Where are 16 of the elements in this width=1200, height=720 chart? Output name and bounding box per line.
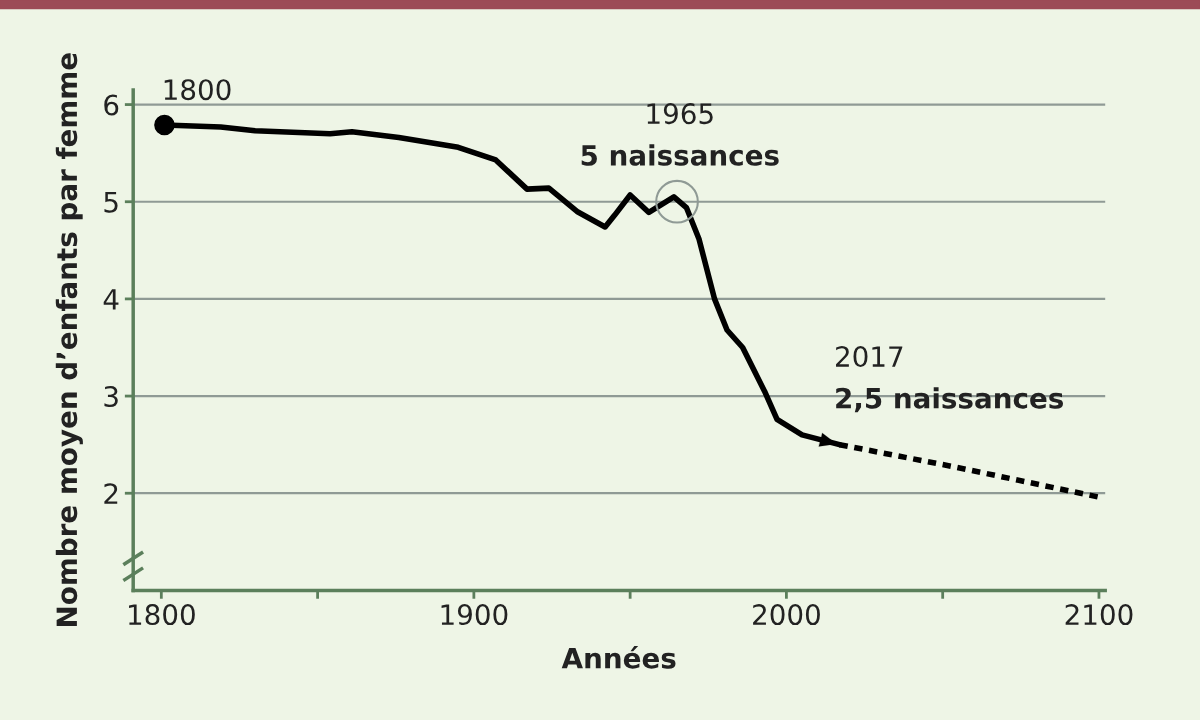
annotation: 1800: [164, 79, 231, 101]
x-tick-label: 2100: [1065, 604, 1133, 626]
annotation: 2017: [836, 346, 903, 368]
y-tick-label: 2: [104, 483, 118, 504]
y-tick-label: 5: [104, 192, 118, 213]
x-tick-label: 1900: [441, 604, 508, 626]
x-tick-label: 2000: [753, 604, 820, 626]
annotation: 2,5 naissances: [836, 387, 1064, 413]
y-tick-label: 3: [104, 386, 118, 408]
y-axis-title: Nombre moyen d’enfants par femme: [55, 53, 83, 626]
x-axis-title: Années: [561, 646, 676, 669]
y-tick-label: 6: [104, 94, 119, 116]
x-tick-label: 1800: [129, 604, 195, 626]
annotation: 1965: [647, 103, 713, 125]
y-tick-label: 4: [103, 289, 119, 310]
annotation: 5 naissances: [581, 144, 779, 166]
